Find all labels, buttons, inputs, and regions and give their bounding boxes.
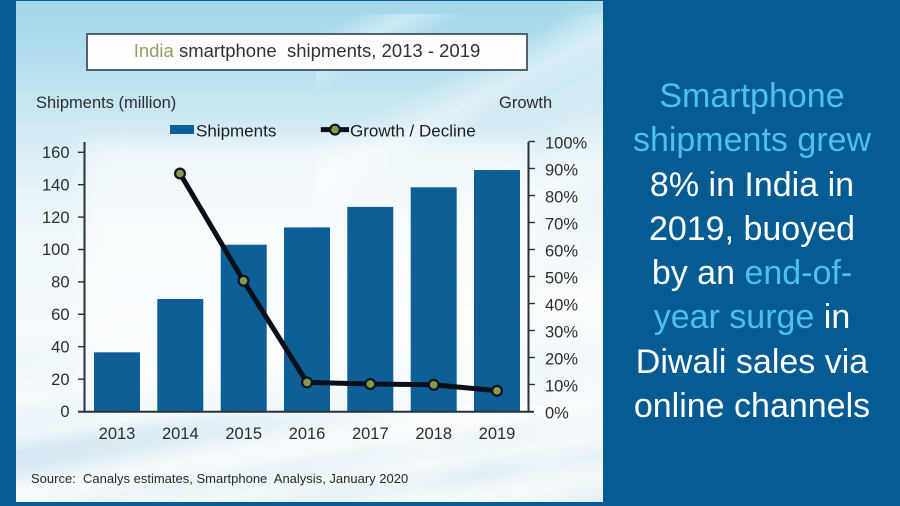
svg-text:Growth / Decline: Growth / Decline	[350, 121, 476, 140]
svg-text:70%: 70%	[545, 216, 578, 234]
svg-text:50%: 50%	[545, 270, 578, 288]
svg-text:10%: 10%	[545, 378, 578, 396]
svg-text:2019: 2019	[479, 425, 516, 443]
svg-text:2016: 2016	[289, 425, 326, 443]
svg-text:160: 160	[42, 144, 70, 162]
svg-text:40%: 40%	[545, 297, 578, 315]
svg-text:60: 60	[51, 306, 69, 324]
svg-text:120: 120	[42, 209, 70, 227]
svg-text:2017: 2017	[352, 425, 389, 443]
svg-text:80: 80	[51, 274, 69, 292]
svg-text:2018: 2018	[415, 425, 452, 443]
svg-text:40: 40	[51, 338, 69, 356]
svg-text:140: 140	[42, 176, 70, 194]
svg-text:100: 100	[42, 241, 70, 259]
svg-text:Shipments: Shipments	[196, 121, 276, 140]
svg-text:20%: 20%	[545, 351, 578, 369]
svg-text:80%: 80%	[545, 189, 578, 207]
svg-text:2015: 2015	[225, 425, 262, 443]
svg-text:60%: 60%	[545, 243, 578, 261]
svg-text:2013: 2013	[99, 425, 136, 443]
svg-text:100%: 100%	[545, 135, 588, 153]
svg-text:20: 20	[51, 371, 69, 389]
svg-text:2014: 2014	[162, 425, 199, 443]
svg-text:90%: 90%	[545, 162, 578, 180]
svg-text:30%: 30%	[545, 324, 578, 342]
svg-text:0: 0	[60, 403, 69, 421]
svg-text:0%: 0%	[545, 405, 569, 423]
